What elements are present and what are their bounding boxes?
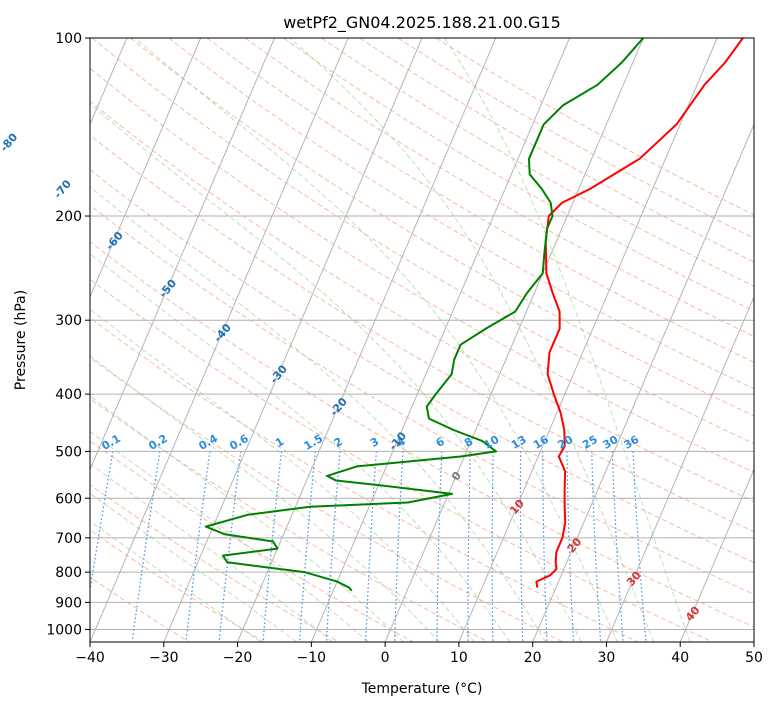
mixing-ratio-line [566, 451, 575, 642]
mixing-ratio-line [299, 451, 316, 642]
x-axis-ticks: −40 −30 −20 −10 0 10 20 30 40 50 [75, 642, 763, 666]
mixing-ratio-line [218, 451, 242, 642]
dry-adiabat [90, 529, 265, 642]
moist-adiabat [90, 253, 511, 642]
x-tick-label: −20 [223, 650, 253, 666]
y-tick-label: 400 [55, 387, 82, 403]
y-tick-label: 200 [55, 209, 82, 225]
mixing-ratio-line [394, 451, 404, 642]
mixing-ratio-line [185, 451, 211, 642]
dry-adiabat [321, 38, 754, 287]
x-tick-label: 40 [671, 650, 689, 666]
y-tick-label: 700 [55, 531, 82, 547]
dry-adiabat [90, 278, 713, 642]
x-tick-label: 20 [524, 650, 542, 666]
dry-adiabat [90, 317, 639, 642]
dry-adiabat [206, 38, 754, 363]
chart-title: wetPf2_GN04.2025.188.21.00.G15 [283, 13, 561, 33]
y-tick-label: 900 [55, 595, 82, 611]
dewpoint-profile [204, 38, 645, 592]
mixing-ratio-line [611, 451, 624, 642]
dry-adiabat [130, 38, 754, 417]
dry-adiabat [90, 134, 754, 533]
isotherm [90, 38, 349, 642]
isotherm [237, 38, 497, 642]
temperature-profile [535, 38, 744, 588]
y-tick-label: 1000 [46, 622, 82, 638]
x-axis-label: Temperature (°C) [361, 681, 483, 697]
sounding-profiles [204, 38, 744, 592]
y-tick-label: 600 [55, 491, 82, 507]
isotherm [384, 38, 644, 642]
mixing-ratio-line [131, 451, 161, 642]
background-lines [90, 38, 754, 642]
grid-lines [90, 38, 754, 642]
dry-adiabat [90, 398, 489, 642]
isotherm [310, 38, 571, 642]
x-tick-label: 50 [745, 650, 763, 666]
moist-adiabat [90, 186, 547, 642]
dry-adiabat [90, 440, 414, 642]
dry-adiabat [90, 67, 754, 473]
isotherm [679, 468, 754, 642]
dry-adiabat [168, 38, 754, 390]
mixing-ratio-line [542, 451, 548, 642]
dry-adiabat [91, 38, 754, 445]
y-tick-label: 500 [55, 444, 82, 460]
moist-adiabat [90, 308, 475, 642]
isotherm [458, 38, 718, 642]
mixing-ratio-line [591, 451, 602, 642]
y-tick-label: 300 [55, 313, 82, 329]
x-tick-label: −30 [149, 650, 179, 666]
moist-adiabat [90, 103, 582, 642]
moist-adiabat [90, 355, 440, 642]
mixing-ratio-line [519, 451, 524, 642]
moist-adiabat [90, 430, 369, 642]
isotherm [90, 38, 275, 471]
moist-adiabat [134, 38, 619, 642]
dry-adiabat [90, 241, 754, 628]
y-axis-label: Pressure (hPa) [13, 290, 29, 390]
x-tick-label: 30 [598, 650, 616, 666]
mixing-ratio-line [467, 451, 472, 642]
isotherm [532, 123, 754, 642]
dry-adiabat [90, 204, 754, 595]
moist-adiabat [90, 520, 261, 642]
moist-adiabat [90, 463, 333, 642]
moist-adiabat [90, 395, 404, 642]
isotherm [605, 295, 754, 642]
mixing-ratio-line [262, 451, 283, 642]
moist-adiabat [289, 38, 655, 642]
mixing-ratio-line [365, 451, 377, 642]
plot-frame [89, 37, 755, 643]
x-tick-label: 0 [381, 650, 390, 666]
dry-adiabat [90, 169, 754, 564]
moist-adiabat [444, 38, 691, 642]
y-tick-label: 800 [55, 565, 82, 581]
isotherm [90, 38, 202, 299]
x-tick-label: 10 [450, 650, 468, 666]
mixing-ratio-line [436, 451, 443, 642]
x-tick-label: −40 [75, 650, 105, 666]
x-tick-label: −10 [297, 650, 327, 666]
isotherm [163, 38, 423, 642]
y-tick-label: 100 [55, 31, 82, 47]
dry-adiabat [397, 38, 754, 239]
y-axis-ticks: 100 200 300 400 500 600 700 800 900 1000 [46, 31, 90, 638]
mixing-ratio-line [325, 451, 341, 642]
